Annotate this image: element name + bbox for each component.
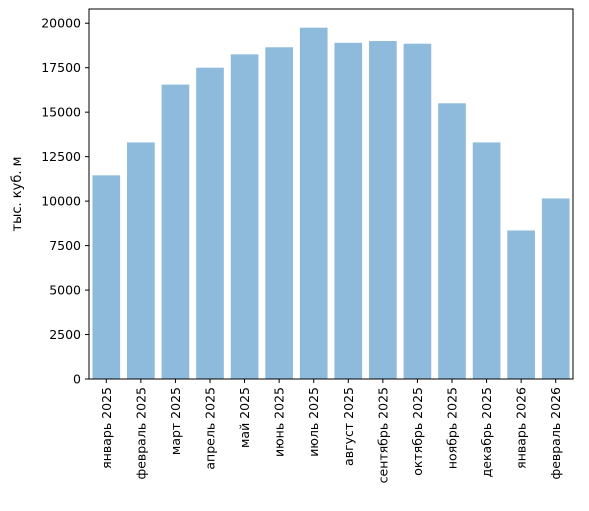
- y-tick-label-7: 17500: [41, 60, 81, 75]
- bar-9: [403, 43, 432, 379]
- bar-0: [92, 175, 121, 379]
- bar-1: [127, 142, 155, 379]
- bar-12: [507, 230, 535, 379]
- bar-3: [196, 67, 224, 379]
- x-tick-label-11: декабрь 2025: [479, 387, 494, 477]
- x-tick-label-6: июль 2025: [306, 387, 321, 457]
- x-tick-label-5: июнь 2025: [272, 387, 287, 457]
- x-tick-label-0: январь 2025: [99, 387, 114, 469]
- bar-7: [334, 42, 363, 380]
- y-axis-ticks: 0 2500 5000 7500 10000 12500 15000 17500 20000: [41, 16, 89, 387]
- y-tick-label-5: 12500: [41, 149, 81, 164]
- bar-13: [541, 198, 570, 379]
- bar-4: [230, 54, 259, 380]
- y-axis-label: тыс. куб. м: [10, 157, 25, 232]
- x-tick-label-12: январь 2026: [514, 387, 529, 469]
- x-axis-ticks: январь 2025 февраль 2025 март 2025 апрель 2…: [99, 379, 563, 483]
- y-tick-label-6: 15000: [41, 105, 81, 120]
- x-tick-label-4: май 2025: [237, 387, 252, 448]
- x-tick-label-9: октябрь 2025: [410, 387, 425, 476]
- x-tick-label-3: апрель 2025: [203, 387, 218, 470]
- x-tick-label-10: ноябрь 2025: [445, 387, 460, 469]
- y-tick-label-3: 7500: [49, 238, 81, 253]
- x-tick-label-1: февраль 2025: [133, 387, 148, 479]
- bar-5: [265, 47, 293, 379]
- y-tick-label-4: 10000: [41, 194, 81, 209]
- bar-10: [438, 103, 466, 379]
- x-tick-label-8: сентябрь 2025: [375, 387, 390, 483]
- plot-frame: [88, 8, 574, 380]
- y-tick-label-8: 20000: [41, 16, 81, 31]
- bar-8: [369, 41, 397, 380]
- x-tick-label-13: февраль 2026: [548, 387, 563, 480]
- y-tick-label-1: 2500: [49, 327, 81, 342]
- bar-11: [472, 142, 501, 379]
- bar-2: [161, 84, 190, 379]
- y-tick-label-0: 0: [73, 372, 81, 387]
- x-tick-label-2: март 2025: [168, 387, 183, 455]
- axes-layer: [88, 8, 574, 380]
- bars-layer: [92, 27, 570, 380]
- y-tick-label-2: 5000: [49, 283, 81, 298]
- bar-6: [299, 27, 328, 380]
- x-tick-label-7: август 2025: [341, 387, 356, 466]
